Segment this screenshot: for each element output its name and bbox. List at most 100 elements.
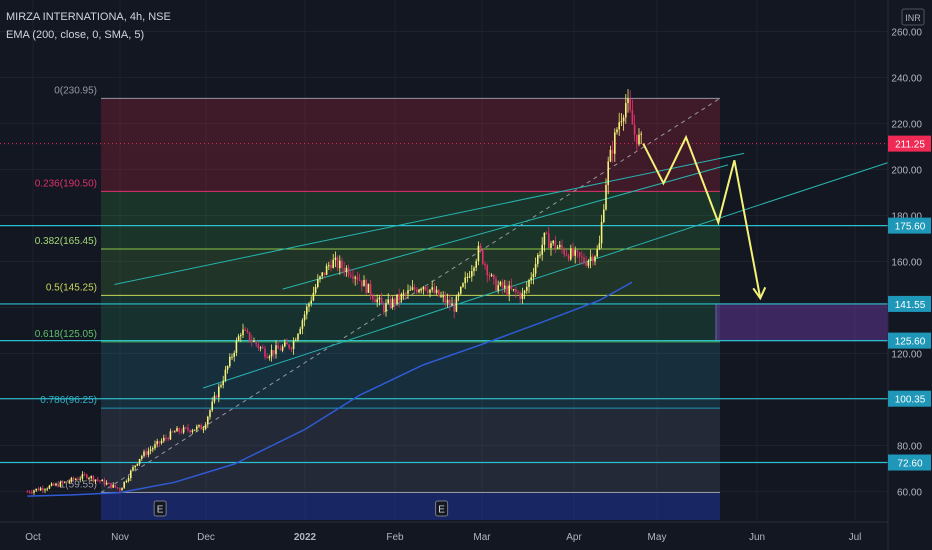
- candle-body: [281, 346, 284, 351]
- candle-body: [248, 332, 251, 341]
- time-tick-label: Mar: [473, 532, 491, 543]
- earnings-marker[interactable]: [153, 500, 167, 517]
- candle-body: [618, 122, 620, 130]
- candle-body: [266, 356, 268, 359]
- candle-body: [616, 129, 618, 133]
- candle-body: [420, 289, 422, 291]
- earnings-marker[interactable]: [435, 500, 449, 517]
- candle-body: [358, 279, 361, 281]
- candle-body: [424, 286, 427, 291]
- candle-body: [504, 285, 506, 288]
- time-axis[interactable]: Oct Nov Dec 2022 Feb Mar Apr May Jun Jul: [0, 521, 888, 543]
- price-badge-label: 72.60: [897, 459, 922, 470]
- target-box[interactable]: [715, 303, 889, 342]
- candle-body: [574, 250, 576, 256]
- candle-body: [545, 232, 548, 234]
- candle-body: [147, 450, 150, 455]
- candle-body: [548, 233, 550, 248]
- candle-body: [471, 271, 473, 277]
- last-price-badge[interactable]: [888, 135, 931, 152]
- candle-body: [354, 277, 356, 279]
- candle-body: [68, 481, 70, 483]
- candle-body: [299, 328, 301, 334]
- candle-body: [376, 299, 378, 303]
- candle-body: [229, 356, 231, 367]
- candle-body: [345, 267, 348, 273]
- candle-body: [262, 347, 264, 349]
- price-axis[interactable]: INR 260.00 240.00 220.00 200.00 180.00 160.00 1…: [887, 0, 932, 550]
- candle-body: [123, 481, 125, 488]
- candle-body: [394, 298, 396, 304]
- level-price-badge[interactable]: [888, 454, 931, 471]
- candle-body: [237, 336, 240, 341]
- level-price-badge[interactable]: [888, 217, 931, 234]
- candle-body: [361, 280, 363, 287]
- ema-line: [27, 281, 633, 497]
- candle-body: [486, 265, 488, 276]
- candle-body: [284, 342, 286, 347]
- candle-body: [490, 274, 493, 276]
- candle-body: [242, 329, 244, 336]
- ema-200-line: [27, 281, 633, 497]
- candle-body: [174, 431, 176, 433]
- time-tick-label: Jun: [749, 532, 765, 543]
- candle-body: [81, 474, 84, 479]
- candle-body: [530, 277, 532, 281]
- candle-body: [598, 243, 601, 250]
- channel-line[interactable]: [202, 144, 932, 389]
- currency-badge[interactable]: [901, 8, 925, 26]
- candle-body: [625, 103, 627, 118]
- candle-body: [594, 256, 596, 262]
- candle-body: [149, 449, 152, 451]
- level-price-badge[interactable]: [888, 390, 931, 407]
- fib-level-label: 0.618(125.05): [35, 329, 97, 340]
- candle-body: [171, 431, 174, 433]
- candle-body: [369, 283, 372, 296]
- price-badge-label: 100.35: [895, 395, 926, 406]
- candle-body: [178, 428, 180, 432]
- candle-body: [92, 476, 95, 481]
- candle-body: [343, 267, 345, 273]
- candle-body: [257, 344, 260, 348]
- candle-body: [310, 300, 312, 304]
- candle-body: [391, 298, 394, 308]
- level-price-badge[interactable]: [888, 332, 931, 349]
- channel-line[interactable]: [114, 152, 745, 285]
- candle-body: [383, 303, 385, 312]
- candle-body: [90, 476, 92, 479]
- channel-line[interactable]: [282, 164, 729, 290]
- candle-body: [614, 132, 616, 154]
- candle-body: [372, 295, 374, 300]
- ema-legend[interactable]: EMA (200, close, 0, SMA, 5): [6, 29, 145, 41]
- candle-body: [50, 483, 53, 486]
- candle-body: [132, 467, 134, 471]
- candle-body: [218, 386, 220, 398]
- candle-body: [83, 474, 86, 476]
- candle-body: [622, 117, 625, 122]
- candle-body: [323, 272, 326, 275]
- candle-body: [552, 240, 554, 244]
- chart-header: MIRZA INTERNATIONA, 4h, NSE EMA (200, cl…: [6, 8, 171, 44]
- earnings-marker-label: E: [438, 505, 445, 516]
- candle-body: [449, 299, 451, 306]
- fib-zone: [101, 191, 720, 249]
- price-badge-label: 125.60: [895, 337, 926, 348]
- candle-body: [279, 348, 282, 351]
- fib-zone: [101, 492, 720, 520]
- candle-body: [475, 261, 477, 268]
- candle-body: [53, 483, 55, 486]
- candle-body: [240, 335, 242, 337]
- candle-body: [367, 283, 370, 293]
- projection-path-line[interactable]: [642, 134, 762, 299]
- candle-body: [26, 491, 29, 493]
- candle-body: [125, 480, 128, 482]
- candle-body: [488, 275, 491, 277]
- candle-body: [378, 297, 381, 300]
- candle-body: [42, 488, 44, 491]
- level-price-badge[interactable]: [888, 295, 931, 312]
- candle-body: [312, 292, 315, 301]
- candle-body: [446, 299, 449, 303]
- symbol-title[interactable]: MIRZA INTERNATIONA, 4h, NSE: [6, 11, 171, 23]
- candle-body: [493, 274, 495, 279]
